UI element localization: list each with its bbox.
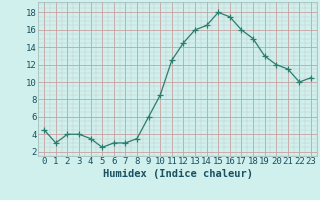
X-axis label: Humidex (Indice chaleur): Humidex (Indice chaleur) — [103, 169, 252, 179]
